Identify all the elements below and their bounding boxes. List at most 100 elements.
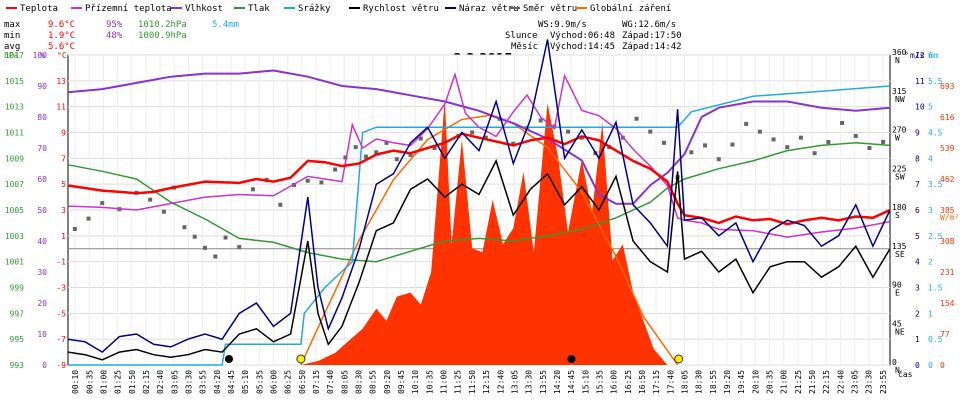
tick-x-43: 18:05 (681, 370, 690, 394)
tick-pressure_hpa-0: 993 (10, 361, 25, 370)
wind-dir-point-52 (744, 121, 749, 126)
tick-x-55: 23:05 (851, 370, 860, 394)
tick-rain-0: 0 (928, 361, 933, 370)
unit-hpa: hPa (4, 51, 19, 60)
tick-x-33: 13:55 (539, 370, 548, 394)
stat-max-rain: 5.4mm (212, 20, 239, 30)
stat-min-label: min (4, 31, 20, 41)
stat-min-press: 1000.9hPa (138, 31, 187, 41)
wind-dir-point-18 (305, 178, 310, 183)
unit-degc: °C (57, 51, 67, 60)
tick-x-27: 11:25 (454, 370, 463, 394)
tick-wind-dir-3: 135 (892, 242, 907, 251)
tick-x-7: 03:05 (170, 370, 179, 394)
wind-dir-point-0 (72, 226, 77, 231)
wind-dir-point-12 (223, 235, 228, 240)
stat-avg-temp: 5.6°C (48, 42, 75, 52)
tick-temperature-10: 11 (56, 103, 66, 112)
tick-wind-ms-10: 10 (915, 103, 925, 112)
tick-x-16: 06:50 (298, 370, 307, 394)
tick-temperature-2: -5 (56, 309, 66, 318)
wind-dir-point-16 (278, 202, 283, 207)
wind-dir-point-44 (634, 116, 639, 121)
tick-humidity_pct-6: 60 (37, 175, 47, 184)
tick-humidity_pct-7: 70 (37, 144, 47, 153)
tick-x-32: 13:30 (525, 370, 534, 394)
legend-label-1: Přízemní teplota (85, 4, 172, 14)
tick-x-51: 21:25 (794, 370, 803, 394)
series-radiation-area (300, 99, 668, 366)
tick-x-24: 10:10 (411, 370, 420, 394)
tick-x-8: 03:30 (184, 370, 193, 394)
tick-radiation-6: 462 (940, 175, 955, 184)
tick-x-23: 09:45 (397, 370, 406, 394)
tick-x-36: 15:10 (581, 370, 590, 394)
stats-panel: max 9.6°C 95% 1010.2hPa 5.4mm min 1.9°C … (4, 20, 239, 52)
tick-temperature-3: -3 (56, 284, 66, 293)
sunrise-marker (296, 354, 306, 364)
sunset-marker (674, 354, 684, 364)
tick-radiation-8: 616 (940, 113, 955, 122)
tick-rain-2: 1 (928, 309, 933, 318)
tick-x-5: 02:15 (142, 370, 151, 394)
wind-dir-point-35 (511, 141, 516, 146)
tick-pressure_hpa-8: 1009 (5, 154, 24, 163)
tick-rain-11: 5.5 (928, 77, 943, 86)
tick-x-56: 23:30 (865, 370, 874, 394)
sun-moon-markers (224, 354, 684, 364)
tick-wind-dir-label-7: NW (895, 95, 905, 104)
series-4 (68, 85, 891, 366)
wind-dir-point-13 (237, 245, 242, 250)
tick-x-13: 05:35 (255, 370, 264, 394)
wind-dir-point-9 (192, 234, 197, 239)
tick-x-45: 18:55 (709, 370, 718, 394)
tick-wind-ms-4: 4 (915, 258, 920, 267)
tick-wind-dir-label-8: N (895, 56, 900, 65)
tick-pressure_hpa-11: 1015 (5, 77, 24, 86)
wind-dir-point-27 (408, 152, 413, 157)
tick-wind-ms-12: 12 (915, 51, 925, 60)
tick-radiation-9: 693 (940, 82, 955, 91)
wind-dir-point-6 (161, 209, 166, 214)
unit-pct: % (40, 51, 45, 60)
tick-x-18: 07:40 (326, 370, 335, 394)
tick-x-35: 14:45 (567, 370, 576, 394)
tick-humidity_pct-3: 30 (37, 268, 47, 277)
tick-pressure_hpa-10: 1013 (5, 103, 24, 112)
tick-wind-dir-4: 180 (892, 203, 907, 212)
tick-wind-ms-3: 3 (915, 284, 920, 293)
tick-x-30: 12:40 (496, 370, 505, 394)
tick-x-15: 06:25 (284, 370, 293, 394)
tick-pressure_hpa-5: 1003 (5, 232, 24, 241)
sun-label: Slunce (505, 31, 538, 41)
tick-radiation-2: 154 (940, 299, 955, 308)
moonset-marker (224, 355, 233, 363)
tick-x-0: 00:10 (71, 370, 80, 394)
tick-temperature-6: 3 (61, 206, 66, 215)
tick-x-31: 13:05 (510, 370, 519, 394)
tick-radiation-4: 308 (940, 237, 955, 246)
tick-x-53: 22:15 (822, 370, 831, 394)
wind-dir-point-56 (798, 135, 803, 140)
tick-radiation-3: 231 (940, 268, 955, 277)
stat-max-label: max (4, 20, 21, 30)
tick-temperature-0: -9 (56, 361, 66, 370)
wind-dir-point-5 (148, 197, 153, 202)
tick-wind-dir-label-0: N (895, 366, 900, 375)
tick-x-44: 18:30 (695, 370, 704, 394)
tick-radiation-7: 539 (940, 144, 955, 153)
tick-rain-7: 3.5 (928, 180, 943, 189)
tick-rain-12: 6 (928, 51, 933, 60)
tick-wind-dir-label-4: S (895, 211, 900, 220)
tick-temperature-9: 9 (61, 129, 66, 138)
wind-dir-point-10 (203, 245, 207, 250)
legend-label-2: Vlhkost (185, 4, 223, 14)
tick-x-14: 06:00 (270, 370, 279, 394)
moon-rise: Východ:14:45 (550, 42, 615, 52)
wind-dir-point-54 (771, 137, 776, 142)
tick-pressure_hpa-2: 997 (10, 309, 25, 318)
wind-ws: WS:9.9m/s (538, 20, 587, 30)
stat-max-hum: 95% (106, 20, 123, 30)
tick-wind-dir-0: 0 (892, 358, 897, 367)
